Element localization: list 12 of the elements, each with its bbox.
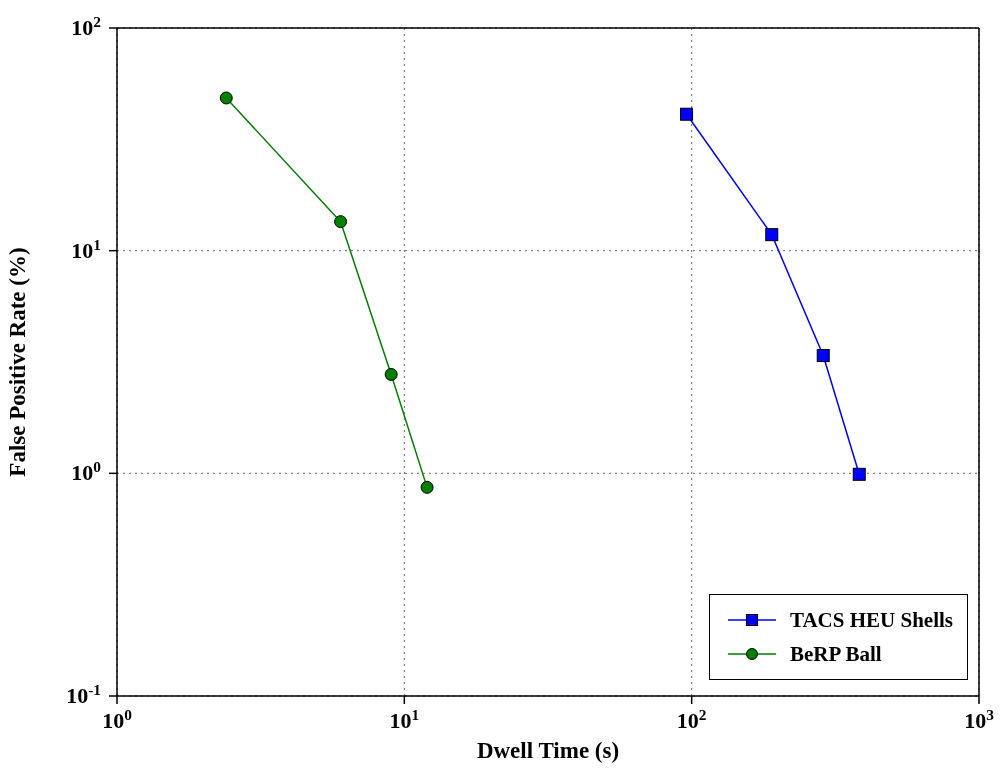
y-tick-label: 10$^{-1}$ (66, 680, 101, 708)
x-axis-title: Dwell Time (s) (476, 738, 620, 763)
x-tick-label: 10$^{1}$ (389, 705, 420, 733)
y-axis-title: False Positive Rate (%) (5, 247, 31, 477)
y-tick-label: 10$^{1}$ (71, 235, 101, 263)
legend-label: TACS HEU Shells (790, 607, 953, 633)
y-tick-label: 10$^{0}$ (71, 457, 102, 486)
legend-label: BeRP Ball (790, 641, 882, 667)
x-tick-label: 10$^{2}$ (676, 705, 707, 733)
x-tick-label: 10$^{0}$ (102, 705, 133, 733)
y-tick-label: 10$^{2}$ (71, 12, 102, 40)
x-tick-label: 10$^{3}$ (964, 705, 995, 733)
